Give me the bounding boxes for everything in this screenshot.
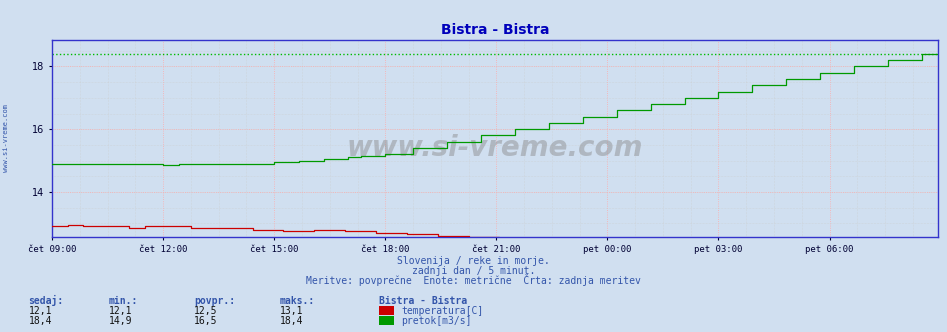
Text: Meritve: povprečne  Enote: metrične  Črta: zadnja meritev: Meritve: povprečne Enote: metrične Črta:… [306, 274, 641, 286]
Text: Slovenija / reke in morje.: Slovenija / reke in morje. [397, 256, 550, 266]
Text: maks.:: maks.: [279, 296, 314, 306]
Text: povpr.:: povpr.: [194, 296, 235, 306]
Text: 12,5: 12,5 [194, 306, 218, 316]
Text: temperatura[C]: temperatura[C] [402, 306, 484, 316]
Text: 12,1: 12,1 [109, 306, 133, 316]
Text: min.:: min.: [109, 296, 138, 306]
Text: www.si-vreme.com: www.si-vreme.com [347, 134, 643, 162]
Text: 14,9: 14,9 [109, 316, 133, 326]
Text: 13,1: 13,1 [279, 306, 303, 316]
Text: 16,5: 16,5 [194, 316, 218, 326]
Text: pretok[m3/s]: pretok[m3/s] [402, 316, 472, 326]
Text: 12,1: 12,1 [28, 306, 52, 316]
Text: zadnji dan / 5 minut.: zadnji dan / 5 minut. [412, 266, 535, 276]
Title: Bistra - Bistra: Bistra - Bistra [440, 23, 549, 37]
Text: sedaj:: sedaj: [28, 295, 63, 306]
Text: 18,4: 18,4 [28, 316, 52, 326]
Text: 18,4: 18,4 [279, 316, 303, 326]
Text: www.si-vreme.com: www.si-vreme.com [3, 104, 9, 172]
Text: Bistra - Bistra: Bistra - Bistra [379, 296, 467, 306]
